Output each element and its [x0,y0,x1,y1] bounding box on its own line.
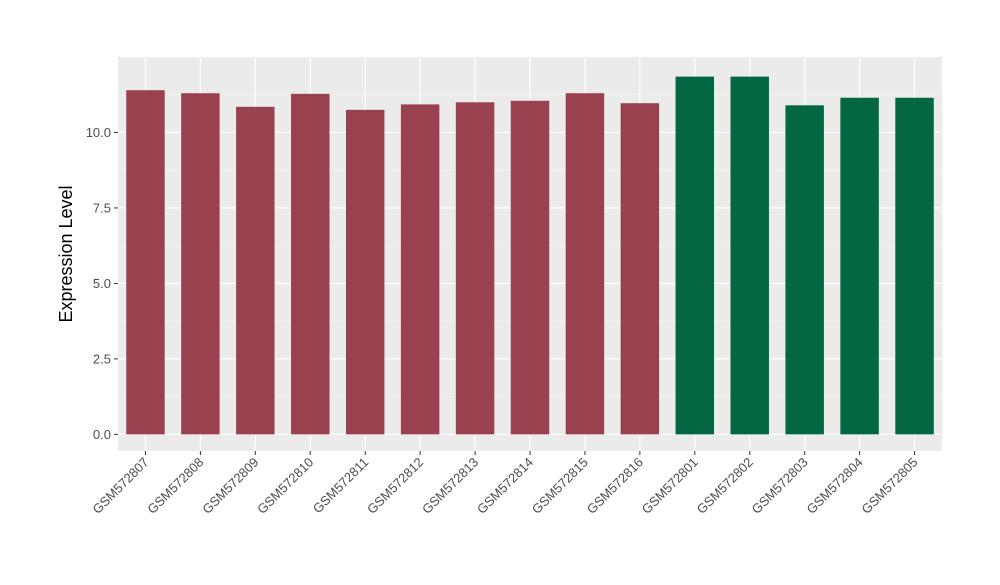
x-tick-label: GSM572816 [584,455,646,517]
x-tick-label: GSM572803 [749,455,811,517]
bar-GSM572814 [510,100,550,435]
bar-GSM572811 [345,109,385,435]
x-tick-label: GSM572802 [694,455,756,517]
bar-GSM572808 [181,93,220,435]
y-tick-label: 10.0 [86,125,111,140]
bar-GSM572801 [675,76,715,435]
bar-GSM572810 [291,93,330,435]
bar-GSM572816 [620,103,660,435]
x-tick-label: GSM572808 [144,455,206,517]
bar-GSM572813 [455,102,495,435]
bar-GSM572809 [236,106,275,435]
x-tick-label: GSM572809 [199,455,261,517]
x-tick-label: GSM572812 [364,455,426,517]
bar-GSM572803 [785,105,824,435]
bar-GSM572805 [895,97,934,435]
bars [126,76,934,435]
bar-GSM572804 [840,97,879,435]
bar-GSM572802 [730,76,769,435]
bar-GSM572812 [400,104,440,435]
bar-GSM572807 [126,90,165,435]
x-tick-label: GSM572815 [529,455,591,517]
x-tick-label: GSM572810 [254,455,316,517]
y-tick-label: 7.5 [93,200,111,215]
x-tick-label: GSM572804 [803,455,865,517]
x-tick-label: GSM572814 [474,455,536,517]
x-tick-label: GSM572813 [419,455,481,517]
x-tick-label: GSM572807 [89,455,151,517]
x-tick-label: GSM572801 [639,455,701,517]
x-tick-label: GSM572811 [310,455,372,517]
y-axis-title: Expression Level [56,185,76,322]
x-axis: GSM572807GSM572808GSM572809GSM572810GSM5… [89,451,921,517]
y-tick-label: 2.5 [93,351,111,366]
x-tick-label: GSM572805 [858,455,920,517]
y-tick-label: 5.0 [93,276,111,291]
y-axis: 0.0 2.5 5.0 7.5 10.0 [86,125,118,442]
bar-GSM572815 [565,93,605,435]
y-tick-label: 0.0 [93,427,111,442]
